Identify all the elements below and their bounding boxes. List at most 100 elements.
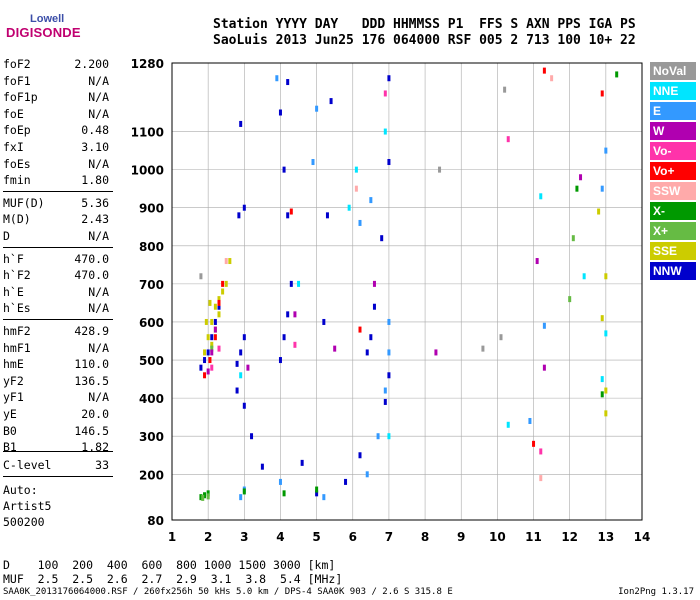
echo-point [387,433,391,440]
echo-point [242,334,246,341]
echo-point [600,391,604,398]
echo-point [224,258,228,265]
echo-point [199,494,203,501]
echo-point [542,67,546,74]
footer-version: Ion2Png 1.3.17 [618,587,694,597]
echo-point [213,326,217,333]
echo-point [246,364,250,371]
param-name: MUF(D) [3,195,45,210]
echo-point [210,341,214,348]
echo-point [322,318,326,325]
param-name: foE [3,106,24,121]
echo-point [604,147,608,154]
param-row: fmin 1.80 [3,173,109,189]
param-value: 5.36 [81,195,109,210]
param-row: h`F 470.0 [3,252,109,268]
param-name: hmF2 [3,324,31,338]
echo-point [499,334,503,341]
x-tick-label: 12 [561,530,578,544]
echo-point [275,75,279,82]
echo-point [383,398,387,405]
param-row: foF2 2.200 [3,57,109,73]
echo-point [217,296,221,303]
param-value: N/A [88,340,109,355]
echo-point [369,334,373,341]
echo-point [278,478,282,485]
echo-point [383,128,387,135]
echo-point [203,349,207,356]
y-tick-label: 800 [139,240,164,254]
echo-point [615,71,619,78]
auto-code: 500200 [3,515,45,529]
echo-point [239,494,243,501]
legend-item: X- [650,202,696,220]
echo-point [481,345,485,352]
param-row: M(D) 2.43 [3,212,109,228]
echo-point [293,311,297,318]
clevel-label: C-level [3,458,52,472]
legend-item: SSE [650,242,696,260]
echo-point [438,166,442,173]
param-name: yE [3,407,17,421]
echo-point [387,75,391,82]
echo-point [372,303,376,310]
echo-point [217,311,221,318]
echo-point [199,364,203,371]
echo-point [208,299,212,306]
logo-line2: DIGISONDE [6,25,81,40]
echo-point [539,448,543,455]
param-row: foF1 N/A [3,74,109,90]
echo-point [242,488,246,495]
echo-point [369,197,373,204]
echo-point [358,326,362,333]
param-row: h`E N/A [3,285,109,301]
param-value: 470.0 [74,268,109,283]
x-tick-label: 9 [457,530,465,544]
echo-point [600,315,604,322]
legend-item: SSW [650,182,696,200]
echo-point [539,475,543,482]
echo-point [278,357,282,364]
legend-item: NNE [650,82,696,100]
echo-point [282,490,286,497]
echo-point [347,204,351,211]
muf-table: D 100 200 400 600 800 1000 1500 3000 [km… [3,558,342,586]
param-value: N/A [88,106,109,121]
param-value: N/A [88,390,109,405]
x-tick-label: 3 [240,530,248,544]
x-tick-label: 5 [312,530,320,544]
auto-block: Auto: Artist5 500200 [3,482,51,530]
x-tick-label: 7 [385,530,393,544]
auto-label: Auto: [3,483,38,497]
param-name: B0 [3,423,17,438]
echo-point [372,280,376,287]
param-name: B1 [3,440,17,455]
echo-point [604,330,608,337]
echo-point [203,357,207,364]
echo-point [604,273,608,280]
echo-point [600,90,604,97]
echo-point [282,166,286,173]
param-row: yF2 136.5 [3,374,109,390]
param-value: 1.82 [81,440,109,455]
echo-point [365,471,369,478]
legend-item: Vo+ [650,162,696,180]
echo-point [210,349,214,356]
echo-point [354,166,358,173]
separator [3,319,113,320]
echo-point [383,90,387,97]
echo-point [528,417,532,424]
echo-point [579,174,583,181]
param-name: M(D) [3,212,31,227]
echo-point [532,440,536,447]
echo-point [380,235,384,242]
separator [3,476,113,477]
y-tick-label: 1100 [131,126,164,140]
legend: NoVal NNE E W Vo- Vo+ SSW X- X+ SSE NNW [650,62,696,282]
param-value: N/A [88,90,109,105]
echo-point [235,360,239,367]
param-name: foF2 [3,57,31,71]
echo-point [204,318,208,325]
echo-point [387,372,391,379]
param-row: fxI 3.10 [3,140,109,156]
